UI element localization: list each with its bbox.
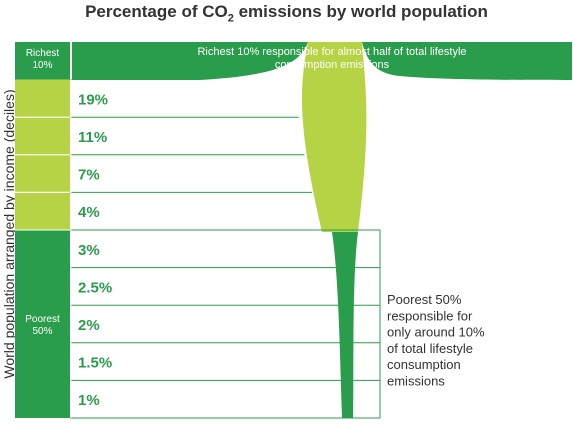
poorest-annotation: responsible for <box>387 308 473 323</box>
poorest-annotation: consumption <box>387 357 461 372</box>
poorest-annotation: Poorest 50% <box>387 292 462 307</box>
value-label: 1.5% <box>78 355 112 372</box>
chart-title-tail: emissions by world population <box>233 2 488 21</box>
value-label: 3% <box>78 242 100 259</box>
value-label: 19% <box>78 91 108 108</box>
value-label: 11% <box>78 129 107 146</box>
poorest-group-cell <box>15 230 70 418</box>
value-label: 49% <box>78 54 108 71</box>
richest-group-label: Richest <box>26 48 60 59</box>
value-label: 2.5% <box>78 279 112 296</box>
funnel-mid-segment <box>301 42 367 232</box>
funnel-top-segment <box>72 42 572 80</box>
value-label: 2% <box>78 317 100 334</box>
chart-title: Percentage of CO2 emissions by world pop… <box>0 2 573 24</box>
richest-group-cell <box>15 42 70 80</box>
richest-annotation: consumption emissions <box>275 59 390 71</box>
richest-group-label: 10% <box>32 60 52 71</box>
richest-annotation: Richest 10% responsible for almost half … <box>197 46 466 58</box>
chart-title-subscript: 2 <box>227 12 234 25</box>
funnel-bottom-segment <box>332 232 358 418</box>
value-label: 7% <box>78 167 100 184</box>
poorest-annotation: of total lifestyle <box>387 341 473 356</box>
poorest-annotation: only around 10% <box>387 325 485 340</box>
poorest-annotation: emissions <box>387 374 445 389</box>
value-label: 4% <box>78 204 100 221</box>
value-label: 1% <box>78 392 100 409</box>
chart-title-main: Percentage of CO <box>85 2 228 21</box>
poorest-group-label: Poorest <box>25 314 60 325</box>
poorest-group-label: 50% <box>32 326 52 337</box>
